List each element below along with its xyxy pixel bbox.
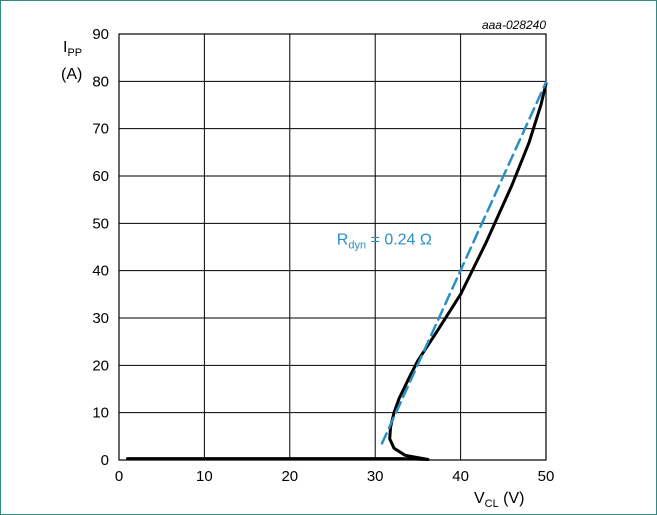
measured-curve-series bbox=[126, 82, 548, 461]
y-tick-label: 70 bbox=[92, 121, 109, 138]
x-tick-label: 40 bbox=[452, 468, 469, 485]
y-tick-label: 50 bbox=[92, 215, 109, 232]
x-tick-label: 20 bbox=[281, 468, 298, 485]
y-tick-label: 0 bbox=[101, 452, 109, 469]
fit-line-series bbox=[380, 81, 548, 445]
y-tick-label: 90 bbox=[92, 26, 109, 43]
x-axis-label: VCL (V) bbox=[474, 490, 525, 510]
y-axis-label: IPP bbox=[63, 39, 82, 59]
x-tick-label: 10 bbox=[196, 468, 213, 485]
y-tick-label: 10 bbox=[92, 405, 109, 422]
y-tick-label: 80 bbox=[92, 73, 109, 90]
x-tick-label: 30 bbox=[367, 468, 384, 485]
figure-id: aaa-028240 bbox=[482, 18, 546, 32]
y-tick-label: 30 bbox=[92, 310, 109, 327]
y-tick-label: 40 bbox=[92, 263, 109, 280]
series-group bbox=[126, 81, 548, 461]
x-tick-labels: 0 10 20 30 40 50 bbox=[115, 468, 555, 485]
x-tick-label: 50 bbox=[538, 468, 555, 485]
rdyn-annotation: Rdyn = 0.24 Ω bbox=[337, 232, 432, 252]
grid bbox=[118, 33, 547, 461]
y-axis-unit: (A) bbox=[61, 66, 82, 83]
y-tick-label: 20 bbox=[92, 357, 109, 374]
y-tick-label: 60 bbox=[92, 168, 109, 185]
x-tick-label: 0 bbox=[115, 468, 123, 485]
y-tick-labels: 0 10 20 30 40 50 60 70 80 90 bbox=[92, 26, 109, 469]
plot-border bbox=[118, 33, 547, 461]
